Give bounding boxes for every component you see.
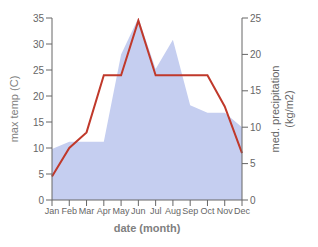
svg-text:Feb: Feb <box>62 206 78 216</box>
svg-text:35: 35 <box>33 13 45 24</box>
svg-text:May: May <box>113 206 131 216</box>
svg-text:20: 20 <box>33 91 45 102</box>
svg-text:Nov: Nov <box>217 206 234 216</box>
svg-text:Jun: Jun <box>131 206 146 216</box>
svg-text:Sep: Sep <box>182 206 198 216</box>
svg-text:Apr: Apr <box>97 206 111 216</box>
svg-text:date (month): date (month) <box>114 222 181 234</box>
svg-text:Jan: Jan <box>45 206 60 216</box>
svg-text:10: 10 <box>250 122 262 133</box>
svg-text:Mar: Mar <box>79 206 95 216</box>
svg-text:25: 25 <box>250 13 262 24</box>
svg-text:Jul: Jul <box>150 206 162 216</box>
svg-text:15: 15 <box>33 117 45 128</box>
svg-text:25: 25 <box>33 65 45 76</box>
svg-text:max temp (C): max temp (C) <box>8 76 20 143</box>
svg-text:med. precipitation(kg/m2): med. precipitation(kg/m2) <box>269 66 294 153</box>
svg-text:Aug: Aug <box>165 206 181 216</box>
svg-text:5: 5 <box>38 169 44 180</box>
svg-text:5: 5 <box>250 158 256 169</box>
svg-text:Dec: Dec <box>234 206 251 216</box>
svg-text:30: 30 <box>33 39 45 50</box>
svg-text:Oct: Oct <box>200 206 215 216</box>
svg-text:0: 0 <box>250 195 256 206</box>
svg-text:10: 10 <box>33 143 45 154</box>
svg-text:0: 0 <box>38 195 44 206</box>
svg-text:20: 20 <box>250 49 262 60</box>
svg-text:15: 15 <box>250 85 262 96</box>
